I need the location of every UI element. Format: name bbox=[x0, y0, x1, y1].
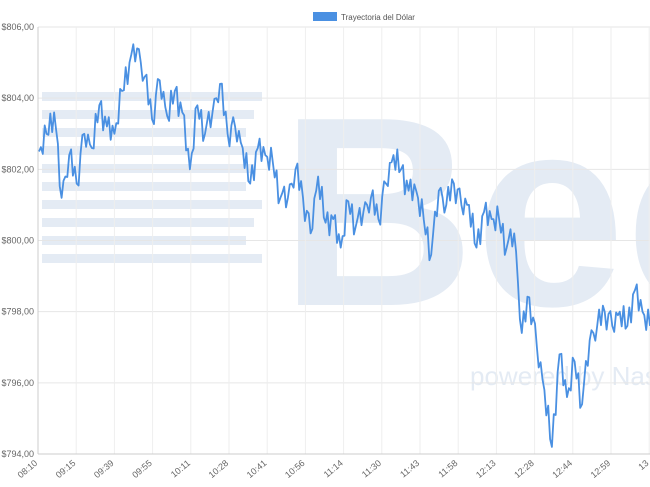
x-tick-label: 12:44 bbox=[550, 458, 574, 480]
x-tick-label: 13 bbox=[636, 458, 650, 472]
x-tick-label: 11:14 bbox=[322, 458, 345, 480]
legend[interactable]: Trayectoria del Dólar bbox=[313, 12, 415, 22]
x-tick-label: 12:28 bbox=[512, 458, 536, 480]
watermark: Becpowered by Nasdaq bbox=[42, 62, 650, 391]
y-tick-label: $794,00 bbox=[1, 449, 34, 459]
x-tick-label: 11:30 bbox=[360, 458, 383, 480]
legend-label[interactable]: Trayectoria del Dólar bbox=[341, 13, 415, 22]
y-tick-label: $800,00 bbox=[1, 236, 34, 246]
x-tick-label: 11:43 bbox=[398, 458, 421, 480]
x-tick-label: 09:55 bbox=[130, 458, 154, 480]
x-tick-label: 10:11 bbox=[169, 458, 192, 480]
y-tick-label: $804,00 bbox=[1, 93, 34, 103]
grid bbox=[37, 26, 650, 455]
x-tick-label: 09:15 bbox=[54, 458, 78, 480]
watermark-stripe bbox=[42, 182, 246, 191]
watermark-stripe bbox=[42, 200, 262, 209]
watermark-stripe bbox=[42, 92, 262, 101]
watermark-stripe bbox=[42, 146, 262, 155]
watermark-stripe bbox=[42, 254, 262, 263]
y-tick-label: $802,00 bbox=[1, 164, 34, 174]
x-tick-label: 10:28 bbox=[207, 458, 231, 480]
x-tick-label: 09:39 bbox=[92, 458, 116, 480]
x-tick-label: 12:59 bbox=[589, 458, 613, 480]
x-tick-label: 10:41 bbox=[245, 458, 269, 480]
x-tick-label: 08:10 bbox=[16, 458, 40, 480]
y-tick-label: $806,00 bbox=[1, 22, 34, 32]
watermark-stripe bbox=[42, 218, 254, 227]
watermark-subtext: powered by Nasdaq bbox=[470, 361, 650, 391]
watermark-text: Bec bbox=[280, 62, 650, 363]
watermark-stripe bbox=[42, 128, 246, 137]
y-tick-label: $796,00 bbox=[1, 378, 34, 388]
x-tick-label: 10:56 bbox=[283, 458, 307, 480]
x-tick-label: 12:13 bbox=[474, 458, 498, 480]
series-line-dolar[interactable] bbox=[38, 43, 650, 448]
y-tick-label: $798,00 bbox=[1, 307, 34, 317]
x-tick-label: 11:58 bbox=[436, 458, 459, 480]
watermark-stripe bbox=[42, 164, 254, 173]
watermark-stripe bbox=[42, 110, 254, 119]
series-layer bbox=[38, 43, 650, 448]
legend-swatch[interactable] bbox=[313, 12, 337, 21]
